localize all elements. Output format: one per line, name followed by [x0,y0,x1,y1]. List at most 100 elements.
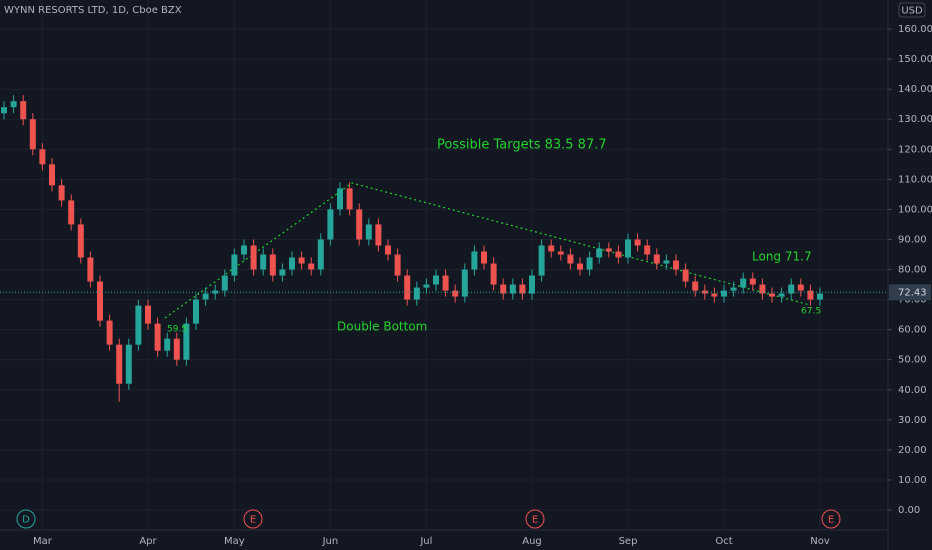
candle-body [29,119,36,150]
x-tick-label: Jul [419,536,432,547]
y-tick-label: 90.00 [898,234,927,245]
candle-body [145,305,151,324]
y-tick-label: 30.00 [898,415,927,426]
y-tick-label: 60.00 [898,325,927,336]
candle-body [682,269,689,282]
candle-body [653,254,660,264]
x-tick-label: Apr [139,536,157,547]
candle-body [298,257,305,264]
chart-title: WYNN RESORTS LTD, 1D, Cboe BZX [4,5,182,16]
candle-body [509,284,516,294]
y-tick-label: 160.00 [898,24,932,35]
y-tick-label: 40.00 [898,385,927,396]
candle-body [173,338,180,360]
candle-body [68,200,75,225]
candle-body [797,284,804,291]
candle-body [58,185,65,201]
y-tick-label: 140.00 [898,84,932,95]
candle-body [452,290,459,297]
candle-body [10,101,17,108]
event-label: E [250,515,256,526]
candle-body [221,275,228,291]
candle-body [471,251,478,270]
candle-body [212,290,219,294]
candle-body [730,287,737,291]
candle-body [327,209,334,240]
candle-body [567,254,574,264]
candle-body [193,299,199,324]
candle-body [769,293,775,297]
y-tick-label: 120.00 [898,144,932,155]
candle-body [356,209,363,240]
candle-body [577,263,583,270]
annotation: Possible Targets 83.5 87.7 [437,138,607,153]
candle-body [817,293,823,300]
event-label: D [22,515,30,526]
candle-body [644,245,651,255]
candle-body [1,107,7,114]
candle-body [461,269,468,297]
y-tick-label: 110.00 [898,174,932,185]
candle-body [346,188,353,210]
candle-body [778,293,785,297]
event-marker [16,509,36,529]
candle-body [125,344,132,384]
event-marker [821,509,841,529]
candle-body [481,251,487,264]
candle-body [279,269,286,276]
event-marker [525,509,545,529]
candle-body [20,101,27,120]
currency: USD [901,6,923,17]
x-tick-label: Sep [619,536,638,547]
candle-body [39,149,46,165]
candle-body [375,224,382,246]
annotation: 67.5 [801,307,821,317]
candle-body [634,239,641,246]
y-tick-label: 50.00 [898,355,927,366]
candle-body [605,248,612,252]
candle-body [807,290,814,300]
candle-body [615,251,622,258]
candle-body [586,257,593,270]
candle-body [250,245,257,270]
candle-body [106,320,113,345]
candle-body [749,278,756,285]
candle-body [289,257,295,270]
y-tick-label: 20.00 [898,445,927,456]
candle-body [394,254,401,276]
event-label: E [532,515,538,526]
candle-body [202,293,209,300]
y-tick-label: 10.00 [898,475,927,486]
candle-body [154,323,161,351]
candle-body [423,284,430,288]
candle-body [404,275,411,300]
candle-body [673,260,679,270]
candle-body [701,290,708,294]
candle-body [529,275,535,294]
x-tick-label: Mar [33,536,53,547]
candle-body [519,284,526,294]
annotation: Double Bottom [337,320,427,334]
candle-body [500,284,507,294]
annotation: Long 71.7 [752,250,812,264]
x-tick-label: May [224,536,245,547]
candle-body [721,290,727,297]
annotation: 59.5 [167,325,187,335]
candle-body [317,239,324,270]
event-marker [243,509,263,529]
candle-body [49,164,55,186]
candle-body [135,305,142,345]
candle-body [164,338,171,351]
y-tick-label: 100.00 [898,204,932,215]
x-tick-label: Jun [322,536,339,547]
last-price-box [889,284,931,301]
last-price-label: 72.43 [898,287,927,298]
candle-body [548,245,555,252]
event-label: E [828,515,834,526]
candle-body [87,257,94,282]
candle-body [557,251,564,255]
candle-body [538,245,545,276]
x-tick-label: Aug [522,536,542,547]
candle-body [385,245,391,255]
